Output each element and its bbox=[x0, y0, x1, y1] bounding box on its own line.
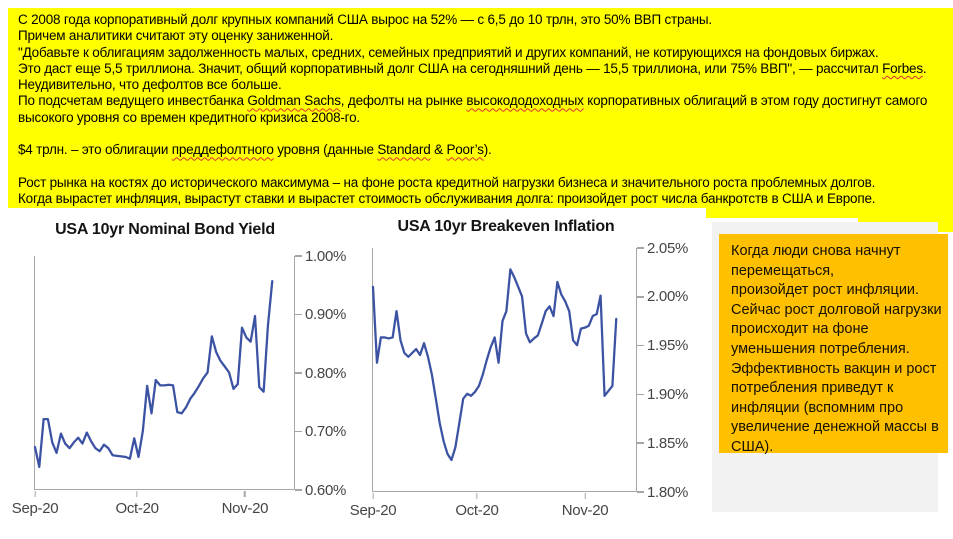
tick-mark bbox=[476, 493, 478, 499]
y-tick-label: 1.00% bbox=[305, 247, 347, 265]
x-tick: Sep-20 bbox=[12, 491, 59, 517]
x-tick-label: Sep-20 bbox=[349, 502, 397, 519]
intro-line-9: $4 трлн. – это облигации преддефолтного … bbox=[18, 142, 492, 158]
x-tick-label: Nov-20 bbox=[221, 500, 269, 517]
x-tick-label: Sep-20 bbox=[11, 500, 59, 517]
tick-mark bbox=[136, 491, 138, 497]
intro-highlight-extension bbox=[706, 208, 953, 218]
chart-title-breakeven-inflation: USA 10yr Breakeven Inflation bbox=[397, 218, 615, 235]
y-tick-label: 1.90% bbox=[647, 385, 689, 403]
x-tick: Oct-20 bbox=[115, 491, 159, 517]
x-tick: Nov-20 bbox=[562, 493, 609, 519]
bond-yield-y-axis: 1.00% 0.90% 0.80% 0.70% 0.60% bbox=[295, 248, 357, 499]
tick-mark bbox=[584, 493, 586, 499]
x-tick-label: Nov-20 bbox=[561, 502, 609, 519]
breakeven-x-axis: Sep-20 Oct-20 Nov-20 bbox=[350, 493, 637, 529]
intro-line-11: Рост рынка на костях до исторического ма… bbox=[18, 174, 876, 190]
tick-mark bbox=[34, 491, 36, 497]
intro-line-4: Это даст еще 5,5 триллиона. Значит, общи… bbox=[18, 60, 927, 76]
y-tick: 1.90% bbox=[637, 385, 688, 403]
x-tick: Sep-20 bbox=[350, 493, 397, 519]
tick-mark bbox=[637, 247, 644, 249]
tick-mark bbox=[295, 430, 302, 433]
y-tick-label: 1.85% bbox=[647, 434, 689, 452]
intro-line-1: С 2008 года корпоративный долг крупных к… bbox=[18, 12, 712, 27]
inflation-note-text: Когда люди снова начнут перемещаться, пр… bbox=[731, 243, 942, 455]
tick-mark bbox=[637, 442, 644, 444]
x-tick-label: Oct-20 bbox=[115, 500, 159, 517]
x-tick: Oct-20 bbox=[455, 493, 499, 519]
y-tick: 1.00% bbox=[295, 247, 346, 265]
x-tick-label: Oct-20 bbox=[455, 502, 499, 519]
intro-line-2: Причем аналитики считают эту оценку зани… bbox=[18, 28, 334, 44]
bond-yield-x-axis: Sep-20 Oct-20 Nov-20 bbox=[12, 491, 295, 527]
intro-line-12: Когда вырастет инфляция, вырастут ставки… bbox=[18, 191, 876, 207]
y-tick-label: 0.60% bbox=[305, 481, 347, 499]
tick-mark bbox=[295, 255, 302, 257]
y-tick-label: 0.80% bbox=[305, 364, 347, 382]
y-tick: 2.05% bbox=[637, 239, 688, 257]
intro-line-10 bbox=[18, 159, 953, 175]
y-tick-label: 2.00% bbox=[647, 288, 689, 306]
tick-mark bbox=[637, 344, 644, 347]
bond-yield-plot-area bbox=[33, 256, 295, 490]
bond-yield-line-series bbox=[33, 279, 274, 469]
tick-mark bbox=[295, 372, 302, 374]
y-tick: 1.80% bbox=[637, 483, 688, 501]
tick-mark bbox=[295, 489, 302, 491]
breakeven-y-axis: 2.05% 2.00% 1.95% 1.90% 1.85% 1.80% bbox=[637, 240, 699, 501]
intro-line-3: "Добавьте к облигациям задолженность мал… bbox=[18, 44, 879, 60]
tick-mark bbox=[295, 313, 302, 316]
intro-line-7: высокого уровня со времен кредитного кри… bbox=[18, 109, 360, 125]
y-tick: 0.70% bbox=[295, 423, 346, 441]
y-tick: 1.85% bbox=[637, 434, 688, 452]
tick-mark bbox=[637, 296, 644, 298]
tick-mark bbox=[372, 493, 374, 499]
chart-title-nominal-bond-yield: USA 10yr Nominal Bond Yield bbox=[55, 221, 275, 238]
breakeven-plot-area bbox=[371, 248, 637, 492]
tick-mark bbox=[637, 393, 644, 396]
intro-text-block: С 2008 года корпоративный долг крупных к… bbox=[8, 8, 953, 208]
y-tick: 0.80% bbox=[295, 364, 346, 382]
y-tick-label: 1.95% bbox=[647, 337, 689, 355]
tick-mark bbox=[244, 491, 246, 497]
intro-line-5: Неудивительно, что дефолтов все больше. bbox=[18, 77, 282, 93]
y-tick: 1.95% bbox=[637, 337, 688, 355]
y-tick-label: 1.80% bbox=[647, 483, 689, 501]
y-tick-label: 2.05% bbox=[647, 239, 689, 257]
tick-mark bbox=[637, 491, 644, 493]
inflation-note: Когда люди снова начнут перемещаться, пр… bbox=[719, 234, 948, 455]
y-tick-label: 0.70% bbox=[305, 423, 347, 440]
y-tick: 2.00% bbox=[637, 288, 688, 306]
intro-line-8 bbox=[18, 126, 953, 142]
y-tick: 0.90% bbox=[295, 306, 346, 324]
intro-line-6: По подсчетам ведущего инвестбанка Goldma… bbox=[18, 93, 928, 109]
y-tick: 0.60% bbox=[295, 481, 346, 499]
x-tick: Nov-20 bbox=[221, 491, 269, 517]
y-tick-label: 0.90% bbox=[305, 306, 347, 323]
breakeven-line-series bbox=[371, 268, 618, 462]
